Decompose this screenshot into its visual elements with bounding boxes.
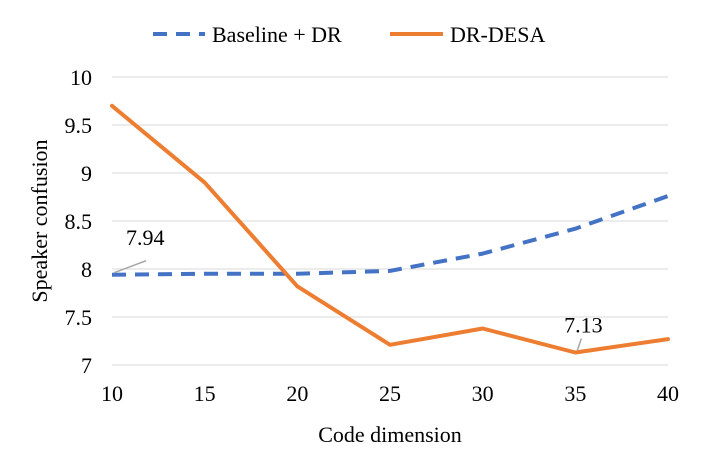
legend-label: DR-DESA [450,22,545,47]
y-tick-label: 9 [81,161,92,186]
x-tick-label: 35 [564,381,586,406]
data-label: 7.13 [564,313,603,338]
legend-label: Baseline + DR [212,22,342,47]
annotation-leader [113,260,147,274]
data-label: 7.94 [126,225,165,250]
x-tick-label: 30 [472,381,494,406]
y-tick-labels: 7 7.5 8 8.5 9 9.5 10 [65,65,93,378]
y-axis-title: Speaker confusion [27,139,52,302]
series-lines [110,103,670,355]
x-tick-label: 40 [657,381,679,406]
y-tick-label: 9.5 [65,113,93,138]
annotation-leader [576,338,583,351]
series-line-dr-desa [110,103,670,355]
gridlines [112,76,668,318]
x-tick-label: 25 [379,381,401,406]
y-tick-label: 7.5 [65,305,93,330]
y-tick-label: 7 [81,353,92,378]
x-axis-title: Code dimension [318,422,462,447]
data-annotations: 7.94 7.13 [113,225,603,351]
x-tick-label: 10 [101,381,123,406]
y-tick-label: 8 [81,257,92,282]
x-tick-label: 20 [286,381,308,406]
series-line-baseline-dr [111,194,669,277]
y-tick-label: 8.5 [65,209,93,234]
legend: Baseline + DR DR-DESA [153,22,545,47]
x-tick-label: 15 [194,381,216,406]
y-tick-label: 10 [70,65,92,90]
x-tick-labels: 10 15 20 25 30 35 40 [101,381,679,406]
